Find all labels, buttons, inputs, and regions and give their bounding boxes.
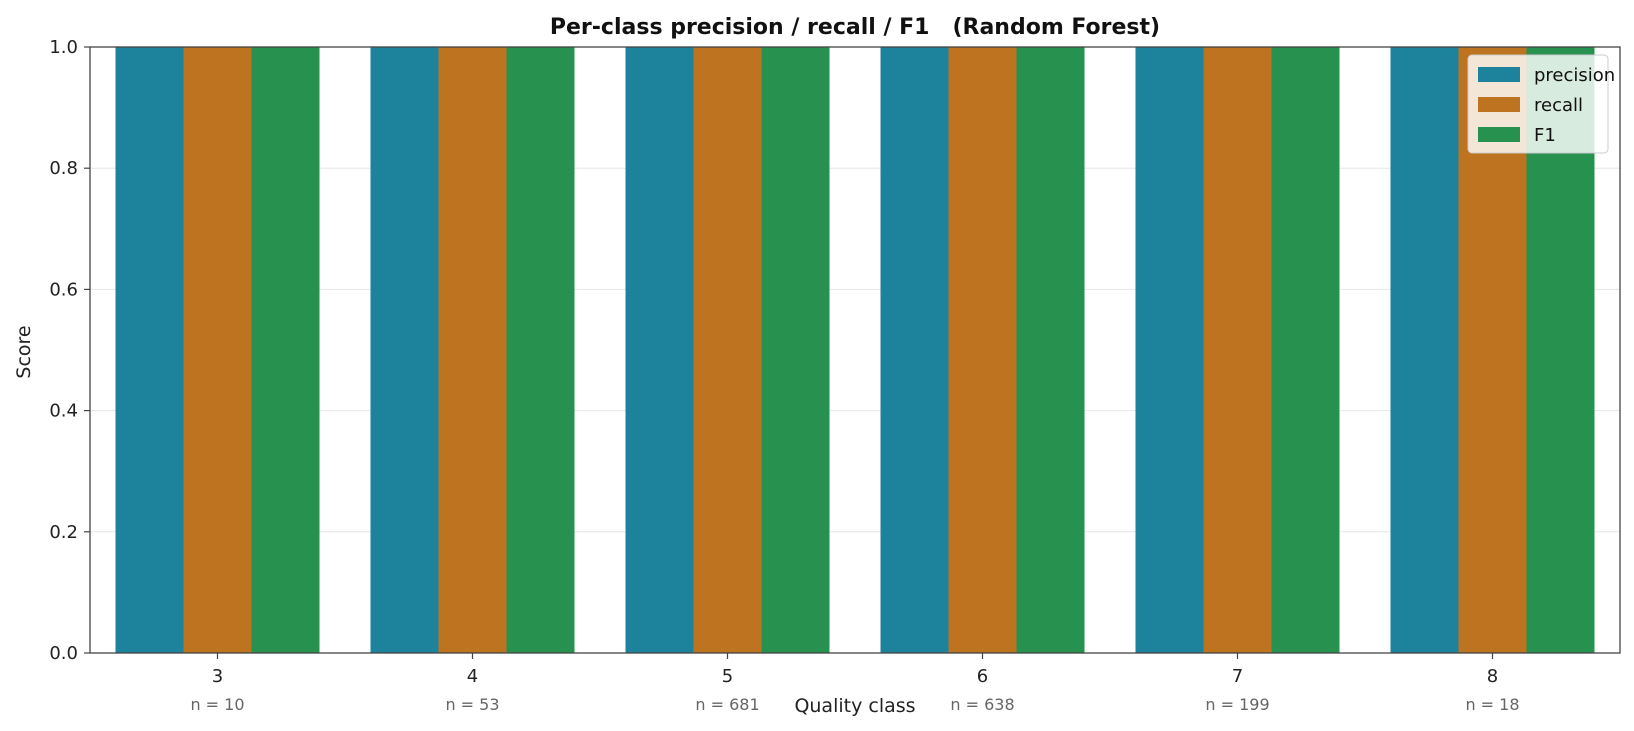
legend: precision recall F1	[1467, 54, 1615, 154]
bar-precision-4	[370, 47, 439, 653]
y-tick-label: 0.2	[49, 522, 78, 543]
bar-precision-3	[115, 47, 184, 653]
x-tick-labels: 3 n = 10 4 n = 53 5 n = 681 6 n = 638 7 n = 199 8 n…	[190, 666, 1519, 714]
bar-recall-5	[693, 47, 762, 653]
legend-swatch-f1	[1478, 127, 1520, 142]
legend-label-recall: recall	[1534, 95, 1583, 116]
x-tick-label: 7	[1232, 666, 1243, 687]
y-tick-label: 0.6	[49, 279, 78, 300]
bar-recall-6	[948, 47, 1017, 653]
x-tick-label: 8	[1487, 666, 1498, 687]
support-label: n = 199	[1205, 695, 1269, 714]
axes	[84, 46, 1621, 659]
x-tick-label: 5	[722, 666, 733, 687]
bar-f1-3	[251, 47, 320, 653]
x-tick-label: 4	[467, 666, 478, 687]
bar-precision-7	[1135, 47, 1204, 653]
support-label: n = 18	[1465, 695, 1519, 714]
support-label: n = 53	[445, 695, 499, 714]
bar-f1-7	[1271, 47, 1340, 653]
legend-label-f1: F1	[1534, 125, 1556, 146]
legend-swatch-recall	[1478, 97, 1520, 112]
legend-swatch-precision	[1478, 67, 1520, 82]
bar-precision-6	[880, 47, 949, 653]
x-axis-label: Quality class	[794, 695, 915, 717]
bar-precision-8	[1390, 47, 1459, 653]
y-tick-label: 1.0	[49, 37, 78, 58]
y-tick-labels: 0.0 0.2 0.4 0.6 0.8 1.0	[49, 37, 78, 664]
bar-precision-5	[625, 47, 694, 653]
legend-label-precision: precision	[1534, 65, 1615, 86]
chart-title: Per-class precision / recall / F1 (Rando…	[550, 15, 1160, 40]
y-tick-label: 0.0	[49, 643, 78, 664]
plot-frame	[89, 46, 1621, 654]
support-label: n = 681	[695, 695, 759, 714]
x-tick-label: 3	[212, 666, 223, 687]
bar-recall-3	[183, 47, 252, 653]
bar-recall-7	[1203, 47, 1272, 653]
y-tick-label: 0.8	[49, 158, 78, 179]
x-tick-label: 6	[977, 666, 988, 687]
bar-f1-6	[1016, 47, 1085, 653]
bar-f1-4	[506, 47, 575, 653]
bar-recall-4	[438, 47, 507, 653]
support-label: n = 10	[190, 695, 244, 714]
y-tick-label: 0.4	[49, 401, 78, 422]
y-axis-label: Score	[13, 325, 35, 378]
support-label: n = 638	[950, 695, 1014, 714]
bar-f1-5	[761, 47, 830, 653]
